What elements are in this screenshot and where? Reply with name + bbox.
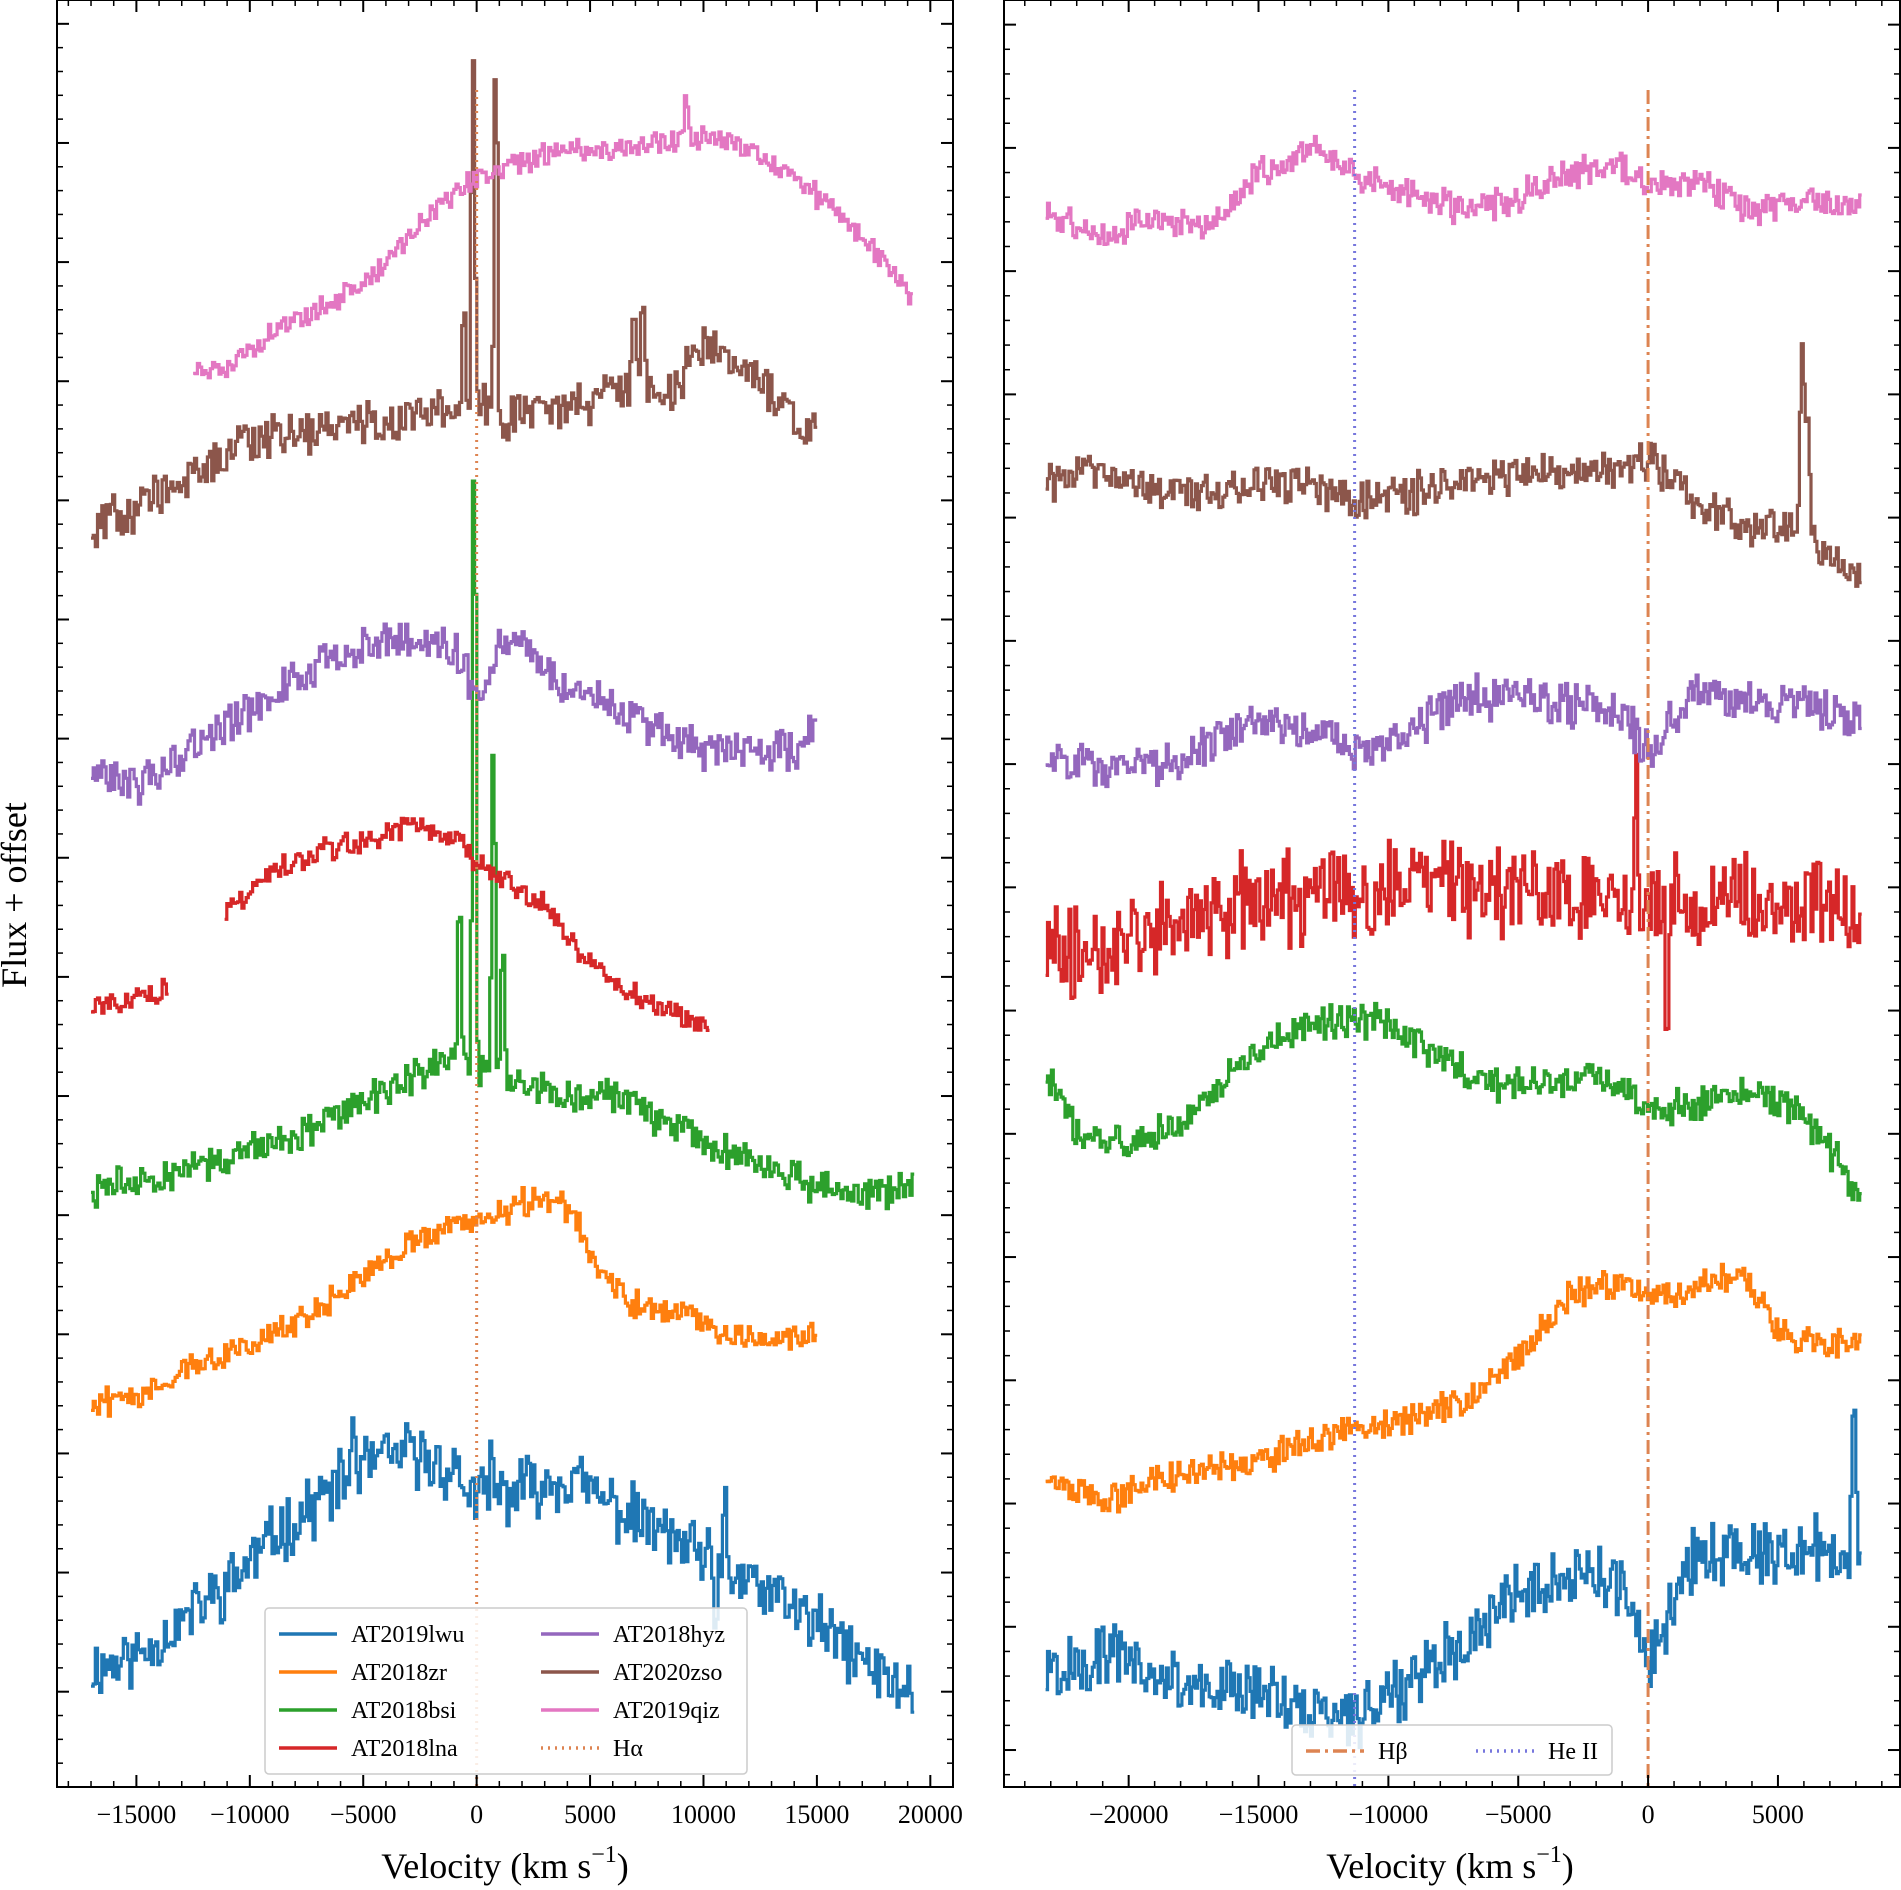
right-legend-box	[1291, 1724, 1613, 1776]
left-xtick-label: 5000	[564, 1800, 616, 1829]
right-axes-frame	[1003, 0, 1901, 1788]
left-axes-frame	[56, 0, 954, 1788]
left-legend-label: AT2019qiz	[613, 1698, 720, 1724]
left-xtick-label: −10000	[210, 1800, 290, 1829]
left-series-at2019lwu	[91, 1416, 915, 1714]
left-legend-label: AT2020zso	[613, 1660, 722, 1686]
right-legend-label: He II	[1548, 1739, 1598, 1765]
left-xtick-label: 20000	[898, 1800, 963, 1829]
left-y-ticks	[57, 0, 953, 1788]
left-x-ticks: −15000 −10000 −5000 0 5000 10000 15000 20000	[67, 0, 963, 1829]
left-series-at2019qiz	[193, 94, 913, 380]
left-legend-box	[264, 1607, 748, 1775]
left-series-at2018bsi	[91, 479, 915, 1211]
left-plot-area	[91, 59, 915, 1787]
left-xtick-label: 15000	[784, 1800, 849, 1829]
left-x-axis-label: Velocity (km s−1)	[381, 1842, 629, 1886]
y-axis-label: Flux + offset	[0, 802, 34, 988]
right-y-ticks	[1004, 0, 1900, 1776]
left-legend-label: AT2018zr	[351, 1660, 447, 1686]
right-legend: Hβ He II	[1291, 1724, 1613, 1776]
right-series-at2018bsi	[1045, 1001, 1862, 1202]
right-series-at2019qiz	[1045, 134, 1862, 246]
left-panel: −15000 −10000 −5000 0 5000 10000 15000 20000 AT…	[0, 0, 963, 1886]
right-xtick-label: 5000	[1752, 1800, 1804, 1829]
right-x-axis-label: Velocity (km s−1)	[1326, 1842, 1574, 1886]
right-xtick-label: 0	[1642, 1800, 1655, 1829]
left-xtick-label: 0	[470, 1800, 483, 1829]
right-xtick-label: −5000	[1485, 1800, 1552, 1829]
left-legend: AT2019lwu AT2018zr AT2018bsi AT2018lna AT201…	[264, 1607, 748, 1775]
right-series-at2019lwu	[1045, 1408, 1862, 1750]
right-plot-area	[1045, 90, 1862, 1787]
left-series-at2018lna	[91, 816, 710, 1032]
right-legend-label: Hβ	[1378, 1739, 1408, 1765]
right-xtick-label: −20000	[1089, 1800, 1169, 1829]
right-x-ticks: −20000 −15000 −10000 −5000 0 5000	[1024, 0, 1883, 1829]
left-legend-label: AT2018lna	[351, 1736, 458, 1762]
left-legend-label: Hα	[613, 1736, 643, 1762]
right-xtick-label: −15000	[1219, 1800, 1299, 1829]
left-series-at2018zr	[91, 1186, 818, 1418]
left-series-at2020zso	[91, 59, 818, 549]
right-series-at2018hyz	[1045, 672, 1862, 789]
left-legend-label: AT2018bsi	[351, 1698, 457, 1724]
left-legend-label: AT2018hyz	[613, 1622, 725, 1648]
right-series-group	[1045, 90, 1862, 1787]
left-xtick-label: 10000	[671, 1800, 736, 1829]
right-xtick-label: −10000	[1349, 1800, 1429, 1829]
right-panel: −20000 −15000 −10000 −5000 0 5000 Hβ He II Vel…	[1003, 0, 1901, 1886]
left-series-at2018hyz	[91, 622, 818, 806]
right-series-at2020zso	[1045, 342, 1862, 588]
left-xtick-label: −5000	[330, 1800, 397, 1829]
left-series-group	[91, 59, 915, 1787]
right-series-at2018lna	[1045, 752, 1862, 1031]
left-xtick-label: −15000	[97, 1800, 177, 1829]
right-series-at2018zr	[1045, 1262, 1862, 1514]
left-legend-label: AT2019lwu	[351, 1622, 464, 1648]
